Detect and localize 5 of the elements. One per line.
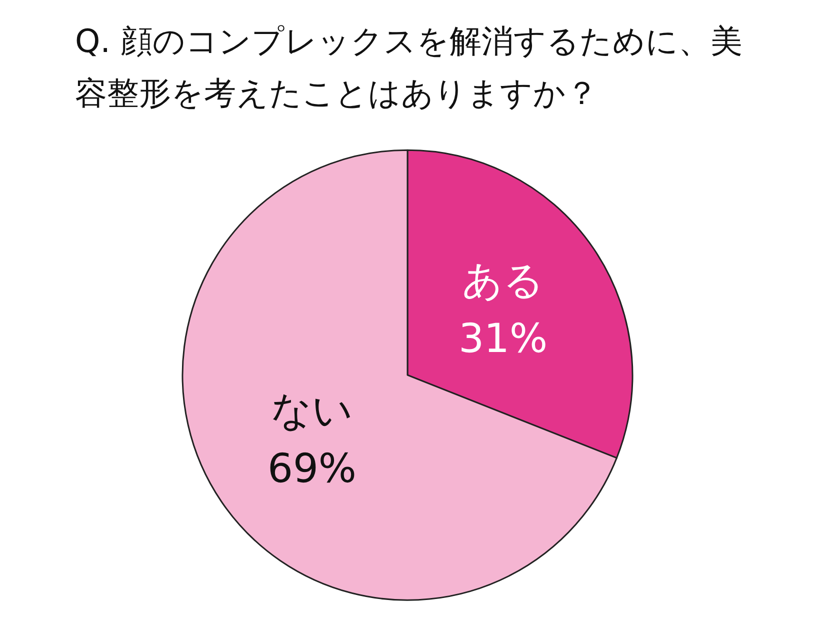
slice-label: ある xyxy=(462,258,544,304)
chart-title: Q. 顔のコンプレックスを解消するために、美容整形を考えたことはありますか？ xyxy=(75,22,743,112)
data-label: 69% xyxy=(268,446,356,492)
slice-label: ない xyxy=(270,388,353,434)
data-label: 31% xyxy=(458,316,548,362)
